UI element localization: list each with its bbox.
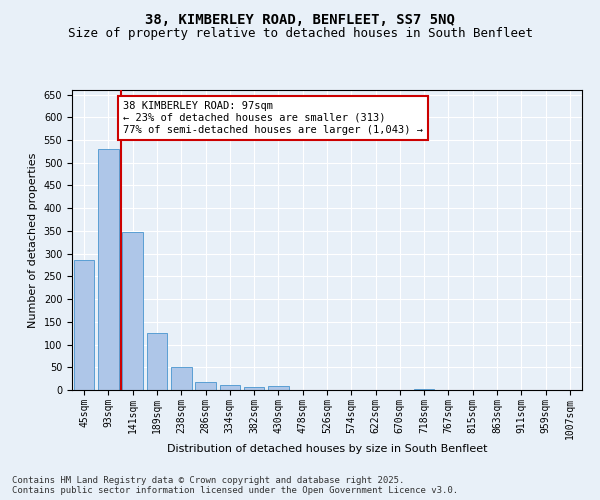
Bar bbox=[146, 333, 167, 390]
Bar bbox=[171, 368, 191, 390]
Bar bbox=[414, 389, 434, 390]
Text: 38 KIMBERLEY ROAD: 97sqm
← 23% of detached houses are smaller (313)
77% of semi-: 38 KIMBERLEY ROAD: 97sqm ← 23% of detach… bbox=[123, 102, 423, 134]
Text: 38, KIMBERLEY ROAD, BENFLEET, SS7 5NQ: 38, KIMBERLEY ROAD, BENFLEET, SS7 5NQ bbox=[145, 12, 455, 26]
Y-axis label: Number of detached properties: Number of detached properties bbox=[28, 152, 38, 328]
Bar bbox=[268, 386, 289, 390]
Bar bbox=[122, 232, 143, 390]
Text: Size of property relative to detached houses in South Benfleet: Size of property relative to detached ho… bbox=[67, 28, 533, 40]
Bar bbox=[98, 149, 119, 390]
Text: Contains HM Land Registry data © Crown copyright and database right 2025.
Contai: Contains HM Land Registry data © Crown c… bbox=[12, 476, 458, 495]
Bar bbox=[244, 388, 265, 390]
Bar bbox=[195, 382, 216, 390]
X-axis label: Distribution of detached houses by size in South Benfleet: Distribution of detached houses by size … bbox=[167, 444, 487, 454]
Bar bbox=[220, 386, 240, 390]
Bar bbox=[74, 260, 94, 390]
